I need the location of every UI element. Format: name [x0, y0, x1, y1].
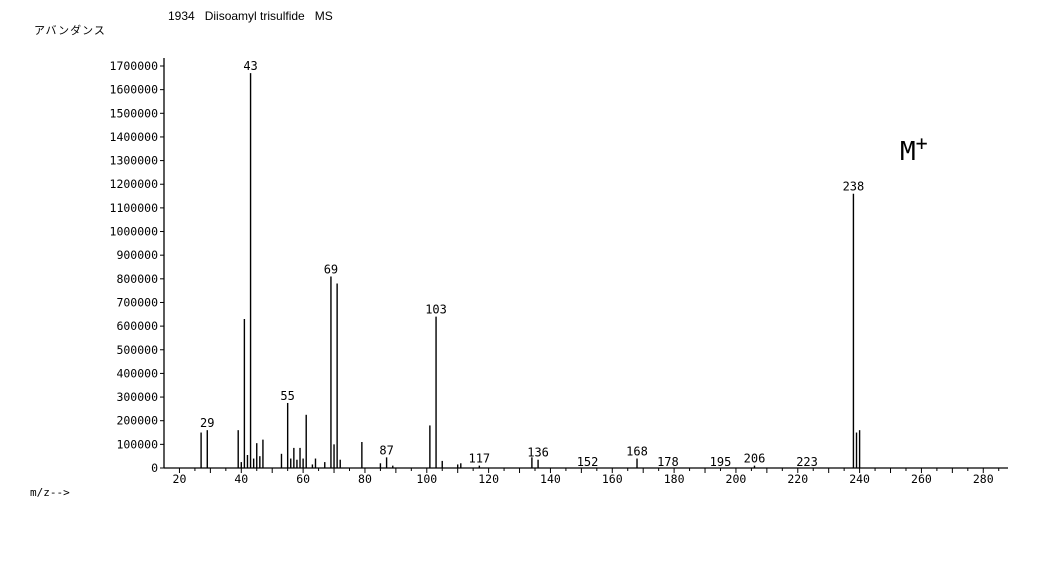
x-tick-label: 40	[234, 472, 248, 486]
y-tick-label: 200000	[116, 414, 158, 428]
x-tick-label: 220	[787, 472, 808, 486]
y-tick-label: 900000	[116, 248, 158, 262]
x-tick-label: 120	[478, 472, 499, 486]
peak-label: 103	[425, 303, 447, 317]
x-tick-label: 240	[849, 472, 870, 486]
x-tick-label: 20	[173, 472, 187, 486]
axes: 0 100000 200000 300000 400000 500000 600000 700…	[110, 58, 1008, 486]
y-tick-label: 0	[151, 461, 158, 475]
y-tick-label: 300000	[116, 390, 158, 404]
y-tick-label: 500000	[116, 343, 158, 357]
y-tick-label: 1100000	[110, 201, 159, 215]
peak-label: 178	[657, 455, 679, 469]
peak-label: 117	[468, 452, 490, 466]
y-tick-label: 1500000	[110, 106, 159, 120]
y-tick-label: 800000	[116, 272, 158, 286]
y-tick-label: 1200000	[110, 177, 159, 191]
molecular-ion-superscript: +	[916, 131, 928, 155]
y-tick-label: 1700000	[110, 59, 159, 73]
y-tick-label: 1400000	[110, 130, 159, 144]
peak-label: 136	[527, 446, 549, 460]
peak-label: 238	[843, 180, 865, 194]
peak-label: 223	[796, 455, 818, 469]
peak-label: 43	[243, 59, 257, 73]
x-tick-label: 140	[540, 472, 561, 486]
y-axis-label: アバンダンス	[34, 23, 106, 37]
peak-label: 168	[626, 445, 648, 459]
peak-label: 69	[324, 262, 338, 276]
x-tick-label: 260	[911, 472, 932, 486]
x-tick-label: 280	[973, 472, 994, 486]
x-tick-label: 100	[416, 472, 437, 486]
y-tick-label: 100000	[116, 437, 158, 451]
chart-title: 1934 Diisoamyl trisulfide MS	[168, 9, 333, 23]
y-tick-label: 400000	[116, 366, 158, 380]
y-tick-label: 1600000	[110, 83, 159, 97]
peak-label: 55	[280, 389, 294, 403]
x-tick-label: 60	[296, 472, 310, 486]
y-tick-label: 1300000	[110, 154, 159, 168]
peak-label: 195	[710, 455, 732, 469]
peak-label: 29	[200, 416, 214, 430]
x-axis-label: m/z-->	[30, 486, 70, 499]
y-tick-label: 700000	[116, 295, 158, 309]
x-tick-label: 180	[664, 472, 685, 486]
y-tick-label: 1000000	[110, 225, 159, 239]
x-tick-label: 160	[602, 472, 623, 486]
molecular-ion-annotation: M+	[900, 131, 928, 167]
peak-label: 87	[379, 443, 393, 457]
peak-labels: 29 43 55 69 87 103 117 136 152 168 178 195 206 223 238	[200, 59, 864, 469]
x-tick-label: 80	[358, 472, 372, 486]
x-tick-label: 200	[726, 472, 747, 486]
peak-label: 206	[744, 452, 766, 466]
y-tick-label: 600000	[116, 319, 158, 333]
peak-label: 152	[577, 455, 599, 469]
peaks	[200, 73, 861, 468]
